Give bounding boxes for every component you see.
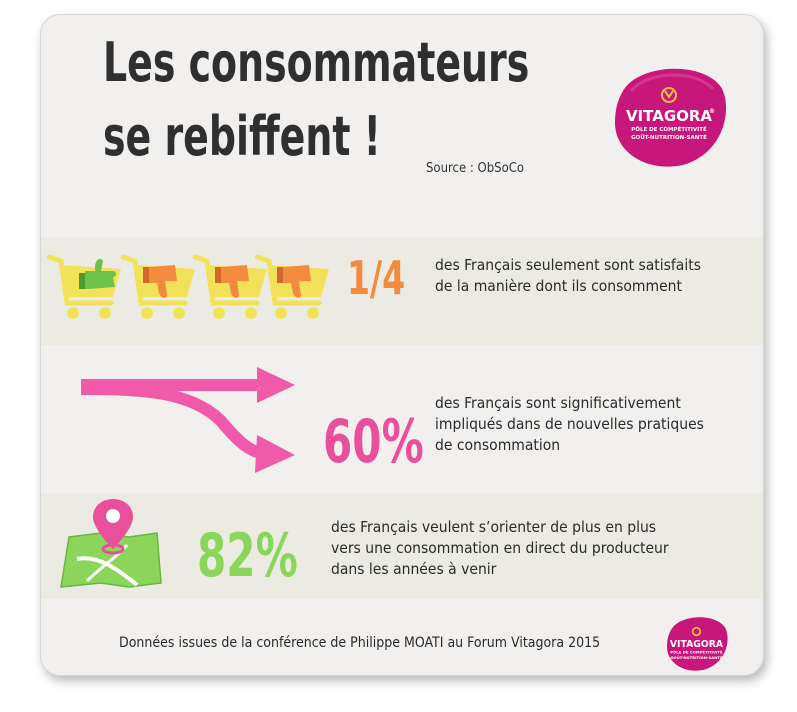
title-line-2: se rebiffent ! — [103, 105, 381, 168]
svg-text:GOÛT-NUTRITION-SANTÉ: GOÛT-NUTRITION-SANTÉ — [670, 655, 723, 660]
stat-text-satisfaction: des Français seulement sont satisfaits d… — [435, 256, 701, 295]
map-pin-icon — [60, 499, 162, 588]
logo-tagline-1: PÔLE DE COMPÉTITIVITÉ — [631, 125, 707, 133]
vitagora-logo-small: VITAGORA PÔLE DE COMPÉTITIVITÉ GOÛT-NUTR… — [667, 617, 728, 671]
stat-text-involvement: des Français sont significativement impl… — [435, 394, 704, 454]
stat-value-direct-producer: 82% — [197, 521, 298, 591]
logo-tagline-2: GOÛT-NUTRITION-SANTÉ — [631, 133, 707, 141]
source-note: Source : ObSoCo — [426, 161, 525, 176]
stat-text-direct-producer: des Français veulent s’orienter de plus … — [331, 518, 669, 578]
logo-registered: ® — [709, 108, 715, 115]
stat-value-satisfaction: 1/4 — [347, 251, 406, 305]
logo-emblem-icon — [661, 87, 677, 103]
cart-thumbs-down-icon — [123, 257, 195, 319]
shopping-cart-icons — [41, 237, 341, 337]
cart-thumbs-up-icon — [49, 257, 121, 319]
logo-name: VITAGORA — [626, 107, 712, 125]
cart-thumbs-down-icon — [257, 257, 329, 319]
infographic-card: Les consommateurs se rebiffent ! Source … — [40, 14, 764, 676]
cart-thumbs-down-icon — [195, 257, 267, 319]
svg-text:PÔLE DE COMPÉTITIVITÉ: PÔLE DE COMPÉTITIVITÉ — [670, 649, 723, 654]
logo-emblem-icon — [691, 626, 702, 637]
crossing-arrows-icon — [81, 367, 295, 473]
stat-value-involvement: 60% — [323, 407, 424, 477]
svg-text:VITAGORA: VITAGORA — [670, 639, 724, 650]
title-line-1: Les consommateurs — [103, 31, 530, 94]
vitagora-logo: VITAGORA ® PÔLE DE COMPÉTITIVITÉ GOÛT-NU… — [615, 68, 727, 167]
footer-credit: Données issues de la conférence de Phili… — [119, 635, 601, 651]
